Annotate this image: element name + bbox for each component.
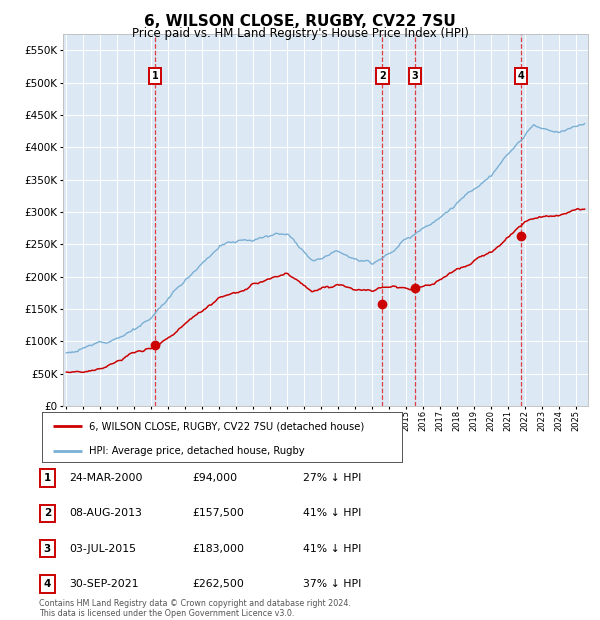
Text: 4: 4 bbox=[518, 71, 524, 81]
Text: 3: 3 bbox=[412, 71, 418, 81]
Text: £157,500: £157,500 bbox=[192, 508, 244, 518]
Text: 08-AUG-2013: 08-AUG-2013 bbox=[69, 508, 142, 518]
Text: 41% ↓ HPI: 41% ↓ HPI bbox=[303, 508, 361, 518]
Text: 2: 2 bbox=[379, 71, 386, 81]
Text: £183,000: £183,000 bbox=[192, 544, 244, 554]
Text: 30-SEP-2021: 30-SEP-2021 bbox=[69, 579, 139, 589]
Text: 4: 4 bbox=[44, 579, 51, 589]
Text: 1: 1 bbox=[44, 473, 51, 483]
Text: 27% ↓ HPI: 27% ↓ HPI bbox=[303, 473, 361, 483]
Text: 37% ↓ HPI: 37% ↓ HPI bbox=[303, 579, 361, 589]
Text: £262,500: £262,500 bbox=[192, 579, 244, 589]
Text: 6, WILSON CLOSE, RUGBY, CV22 7SU: 6, WILSON CLOSE, RUGBY, CV22 7SU bbox=[144, 14, 456, 29]
Text: 2: 2 bbox=[44, 508, 51, 518]
Text: 03-JUL-2015: 03-JUL-2015 bbox=[69, 544, 136, 554]
Text: £94,000: £94,000 bbox=[192, 473, 237, 483]
Text: 41% ↓ HPI: 41% ↓ HPI bbox=[303, 544, 361, 554]
Text: 6, WILSON CLOSE, RUGBY, CV22 7SU (detached house): 6, WILSON CLOSE, RUGBY, CV22 7SU (detach… bbox=[89, 421, 364, 431]
Text: 24-MAR-2000: 24-MAR-2000 bbox=[69, 473, 143, 483]
Text: 3: 3 bbox=[44, 544, 51, 554]
Text: Price paid vs. HM Land Registry's House Price Index (HPI): Price paid vs. HM Land Registry's House … bbox=[131, 27, 469, 40]
Text: 1: 1 bbox=[152, 71, 158, 81]
Text: HPI: Average price, detached house, Rugby: HPI: Average price, detached house, Rugb… bbox=[89, 446, 304, 456]
Text: Contains HM Land Registry data © Crown copyright and database right 2024.
This d: Contains HM Land Registry data © Crown c… bbox=[39, 599, 351, 618]
